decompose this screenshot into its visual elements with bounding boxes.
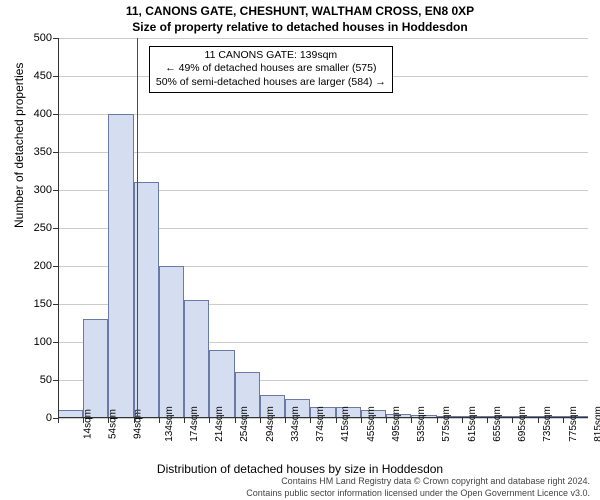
annotation-line: ← 49% of detached houses are smaller (57… [156,62,386,76]
x-tick [159,418,160,423]
x-tick [83,418,84,423]
chart-title-sub: Size of property relative to detached ho… [0,20,600,34]
y-tick-label: 300 [34,184,52,196]
x-tick [58,418,59,423]
x-tick [235,418,236,423]
source-caption-1: Contains HM Land Registry data © Crown c… [281,476,590,486]
x-tick [209,418,210,423]
x-tick [285,418,286,423]
y-tick-label: 200 [34,260,52,272]
x-tick [437,418,438,423]
x-tick [260,418,261,423]
x-tick [361,418,362,423]
plot-border [58,38,588,418]
source-caption-2: Contains public sector information licen… [246,488,590,498]
x-tick [487,418,488,423]
y-tick-label: 400 [34,108,52,120]
x-tick [563,418,564,423]
y-axis-title: Number of detached properties [12,63,26,228]
y-tick-label: 100 [34,336,52,348]
y-tick-label: 500 [34,32,52,44]
annotation-box: 11 CANONS GATE: 139sqm← 49% of detached … [149,46,393,93]
x-tick-label: 815sqm [593,406,600,442]
x-tick [538,418,539,423]
y-tick-label: 450 [34,70,52,82]
x-axis-title: Distribution of detached houses by size … [0,462,600,476]
y-tick-label: 0 [46,412,52,424]
y-tick-label: 150 [34,298,52,310]
x-tick [184,418,185,423]
x-tick [336,418,337,423]
annotation-line: 50% of semi-detached houses are larger (… [156,76,386,90]
x-tick [386,418,387,423]
chart-title-main: 11, CANONS GATE, CHESHUNT, WALTHAM CROSS… [0,4,600,18]
x-tick [512,418,513,423]
x-tick [310,418,311,423]
chart-area: 05010015020025030035040045050014sqm54sqm… [58,38,588,418]
x-tick [134,418,135,423]
annotation-line: 11 CANONS GATE: 139sqm [156,49,386,63]
y-tick-label: 350 [34,146,52,158]
x-tick [108,418,109,423]
y-tick-label: 50 [40,374,52,386]
x-tick [462,418,463,423]
x-tick [411,418,412,423]
y-tick-label: 250 [34,222,52,234]
